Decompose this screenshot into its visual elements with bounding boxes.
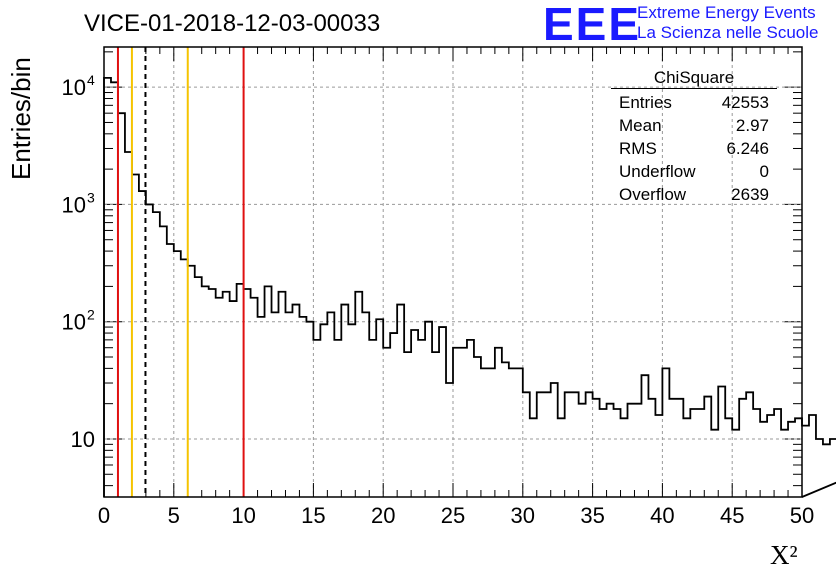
y-tick-exponent: 2: [87, 307, 95, 323]
y-tick-label: 10: [62, 75, 86, 100]
x-tick-label: 20: [371, 503, 395, 528]
plot-frame: [103, 46, 803, 498]
x-tick-label: 25: [441, 503, 465, 528]
y-tick-label: 10: [71, 427, 95, 452]
stats-value: 2639: [731, 185, 769, 204]
stats-label: Mean: [619, 116, 662, 135]
x-tick-label: 45: [720, 503, 744, 528]
eee-logo-line2: La Scienza nelle Scuole: [637, 23, 819, 42]
stats-value: 0: [759, 162, 769, 181]
y-tick-exponent: 4: [87, 72, 95, 88]
x-tick-label: 0: [98, 503, 110, 528]
x-tick-label: 40: [650, 503, 674, 528]
x-tick-label: 5: [168, 503, 180, 528]
stats-box: ChiSquare Entries 42553 Mean 2.97 RMS 6.246…: [611, 68, 777, 206]
stats-row-mean: Mean 2.97: [611, 114, 777, 137]
x-tick-label: 10: [231, 503, 255, 528]
stats-divider: [611, 88, 777, 89]
stats-value: 6.246: [726, 139, 769, 158]
stats-label: RMS: [619, 139, 657, 158]
stats-row-underflow: Underflow 0: [611, 160, 777, 183]
histogram-steps: [103, 76, 836, 498]
x-axis-label: X²: [770, 540, 798, 570]
stats-label: Underflow: [619, 162, 696, 181]
y-tick-exponent: 3: [87, 189, 95, 205]
stats-label: Overflow: [619, 185, 687, 204]
eee-logo-mark: EEE: [543, 0, 642, 50]
stats-row-entries: Entries 42553: [611, 91, 777, 114]
stats-row-rms: RMS 6.246: [611, 137, 777, 160]
y-tick-label: 10: [62, 310, 86, 335]
stats-title: ChiSquare: [653, 68, 735, 87]
y-axis-label: Entries/bin: [6, 57, 36, 180]
x-tick-label: 15: [301, 503, 325, 528]
y-tick-label: 10: [62, 192, 86, 217]
chart-title: VICE-01-2018-12-03-00033: [84, 10, 381, 37]
stats-row-overflow: Overflow 2639: [611, 183, 777, 206]
stats-label: Entries: [619, 93, 672, 112]
x-tick-label: 30: [511, 503, 535, 528]
x-tick-label: 50: [790, 503, 814, 528]
stats-value: 42553: [721, 93, 769, 112]
stats-value: 2.97: [735, 116, 769, 135]
eee-logo-line1: Extreme Energy Events: [637, 3, 816, 22]
x-tick-label: 35: [580, 503, 604, 528]
